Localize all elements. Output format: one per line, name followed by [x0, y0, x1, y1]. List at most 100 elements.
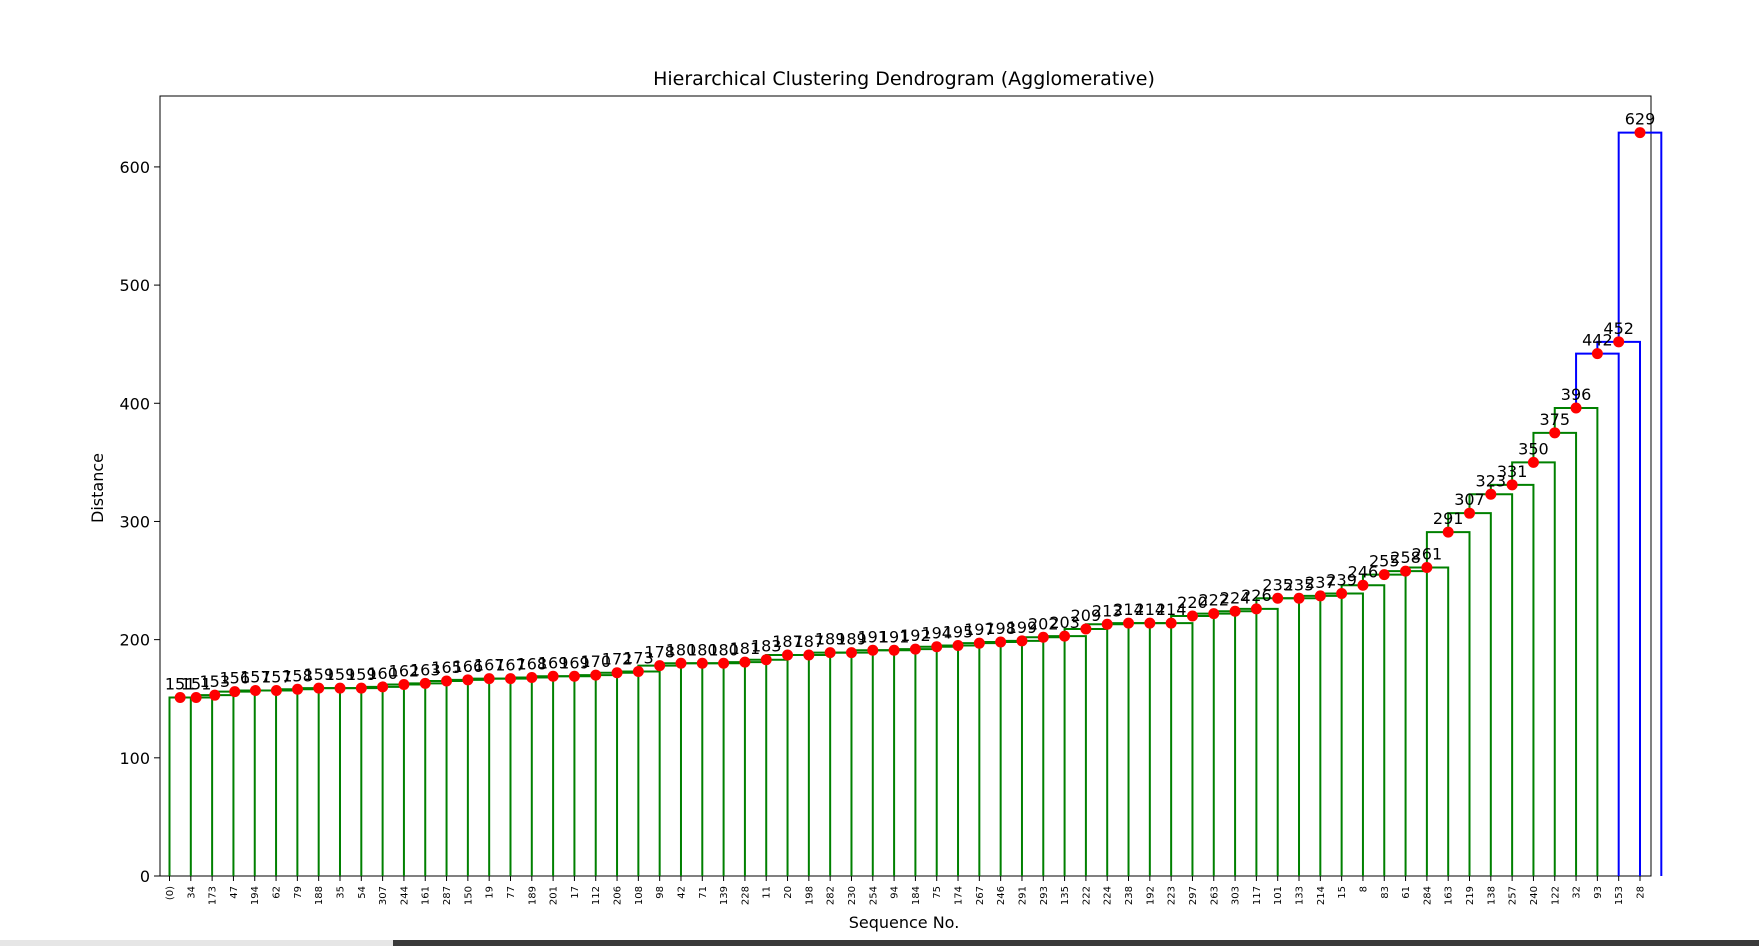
merge-label: 167 — [495, 656, 526, 675]
merge-label: 159 — [303, 665, 334, 684]
merge-label: 162 — [389, 662, 420, 681]
x-tick-label: (0) — [165, 886, 176, 900]
x-tick-label: 303 — [1231, 886, 1242, 905]
x-tick-label: 214 — [1316, 886, 1327, 905]
x-tick-label: 244 — [399, 886, 410, 905]
merge-marker — [292, 683, 304, 695]
merge-marker — [504, 673, 516, 685]
merge-label: 169 — [538, 653, 569, 672]
x-tick-label: 161 — [421, 886, 432, 905]
y-tick-label: 400 — [119, 394, 150, 413]
x-tick-label: 139 — [719, 886, 730, 905]
x-tick-label: 122 — [1550, 886, 1561, 905]
merge-marker — [1229, 605, 1241, 617]
x-tick-label: 35 — [335, 886, 346, 899]
merge-label: 239 — [1326, 571, 1357, 590]
merge-label: 178 — [644, 643, 675, 662]
merge-label: 214 — [1156, 600, 1187, 619]
x-tick-label: 254 — [868, 886, 879, 905]
x-tick-label: 293 — [1039, 886, 1050, 905]
merge-marker — [1080, 623, 1092, 635]
merge-label: 226 — [1241, 586, 1272, 605]
dendrogram-link — [1149, 622, 1194, 876]
merge-label: 202 — [1028, 614, 1059, 633]
y-axis-label: Distance — [88, 453, 107, 523]
y-tick-label: 600 — [119, 158, 150, 177]
x-tick-label: 94 — [890, 886, 901, 899]
x-tick-label: 267 — [975, 886, 986, 905]
merge-marker — [249, 684, 261, 696]
y-tick-label: 0 — [140, 867, 150, 886]
x-tick-label: 174 — [954, 886, 965, 905]
merge-marker — [952, 640, 964, 652]
merge-label: 291 — [1433, 509, 1464, 528]
dendrogram-link — [168, 696, 192, 876]
merge-marker — [1485, 488, 1497, 500]
merge-marker — [568, 670, 580, 682]
x-tick-label: 117 — [1252, 886, 1263, 905]
merge-marker — [760, 654, 772, 666]
x-tick-label: 15 — [1337, 886, 1348, 899]
merge-label: 195 — [943, 623, 974, 642]
merge-label: 157 — [261, 667, 292, 686]
merge-marker — [611, 667, 623, 679]
x-tick-label: 20 — [783, 886, 794, 899]
merge-marker — [1591, 348, 1603, 360]
merge-label: 255 — [1369, 552, 1400, 571]
merge-marker — [1506, 479, 1518, 491]
x-tick-label: 173 — [208, 886, 219, 905]
merge-marker — [1165, 617, 1177, 629]
merge-label: 198 — [985, 619, 1016, 638]
dendrogram-link — [195, 694, 235, 876]
merge-marker — [632, 666, 644, 678]
x-tick-label: 238 — [1124, 886, 1135, 905]
merge-marker — [1357, 579, 1369, 591]
x-tick-label: 28 — [1636, 886, 1647, 899]
merge-marker — [909, 643, 921, 655]
merge-label: 331 — [1497, 462, 1528, 481]
merge-marker — [824, 647, 836, 659]
merge-marker — [973, 637, 985, 649]
merge-label: 187 — [794, 632, 825, 651]
x-tick-label: 34 — [186, 886, 197, 899]
merge-marker — [1549, 427, 1561, 439]
merge-marker — [739, 656, 751, 668]
merge-label: 307 — [1454, 490, 1485, 509]
merge-label: 224 — [1220, 588, 1251, 607]
x-tick-label: 135 — [1060, 886, 1071, 905]
merge-marker — [1016, 635, 1028, 647]
merge-label: 163 — [410, 660, 441, 679]
y-tick-label: 300 — [119, 512, 150, 531]
x-tick-label: 224 — [1103, 886, 1114, 905]
x-tick-label: 71 — [698, 886, 709, 899]
merge-marker — [1186, 610, 1198, 622]
merge-marker — [398, 679, 410, 691]
merge-label: 189 — [836, 630, 867, 649]
horizontal-scrollbar-thumb[interactable] — [393, 940, 1759, 946]
x-tick-label: 184 — [911, 886, 922, 905]
y-tick-label: 500 — [119, 276, 150, 295]
merge-marker — [590, 669, 602, 681]
x-tick-label: 79 — [293, 886, 304, 899]
merge-label: 237 — [1305, 573, 1336, 592]
merge-label: 350 — [1518, 439, 1549, 458]
merge-marker — [547, 670, 559, 682]
merge-label: 189 — [815, 630, 846, 649]
merge-label: 180 — [708, 640, 739, 659]
x-tick-label: 257 — [1508, 886, 1519, 905]
x-tick-label: 62 — [272, 886, 283, 899]
merge-label: 629 — [1625, 110, 1656, 129]
merge-label: 199 — [1007, 618, 1038, 637]
merge-label: 180 — [687, 640, 718, 659]
x-tick-label: 75 — [932, 886, 943, 899]
x-tick-label: 194 — [250, 886, 261, 905]
x-tick-label: 112 — [591, 886, 602, 905]
y-tick-label: 100 — [119, 749, 150, 768]
merge-label: 172 — [602, 650, 633, 669]
x-tick-label: 246 — [996, 886, 1007, 905]
plot-frame — [159, 95, 1652, 877]
x-tick-label: 163 — [1444, 886, 1455, 905]
merge-marker — [867, 644, 879, 656]
x-tick-label: 284 — [1422, 886, 1433, 905]
